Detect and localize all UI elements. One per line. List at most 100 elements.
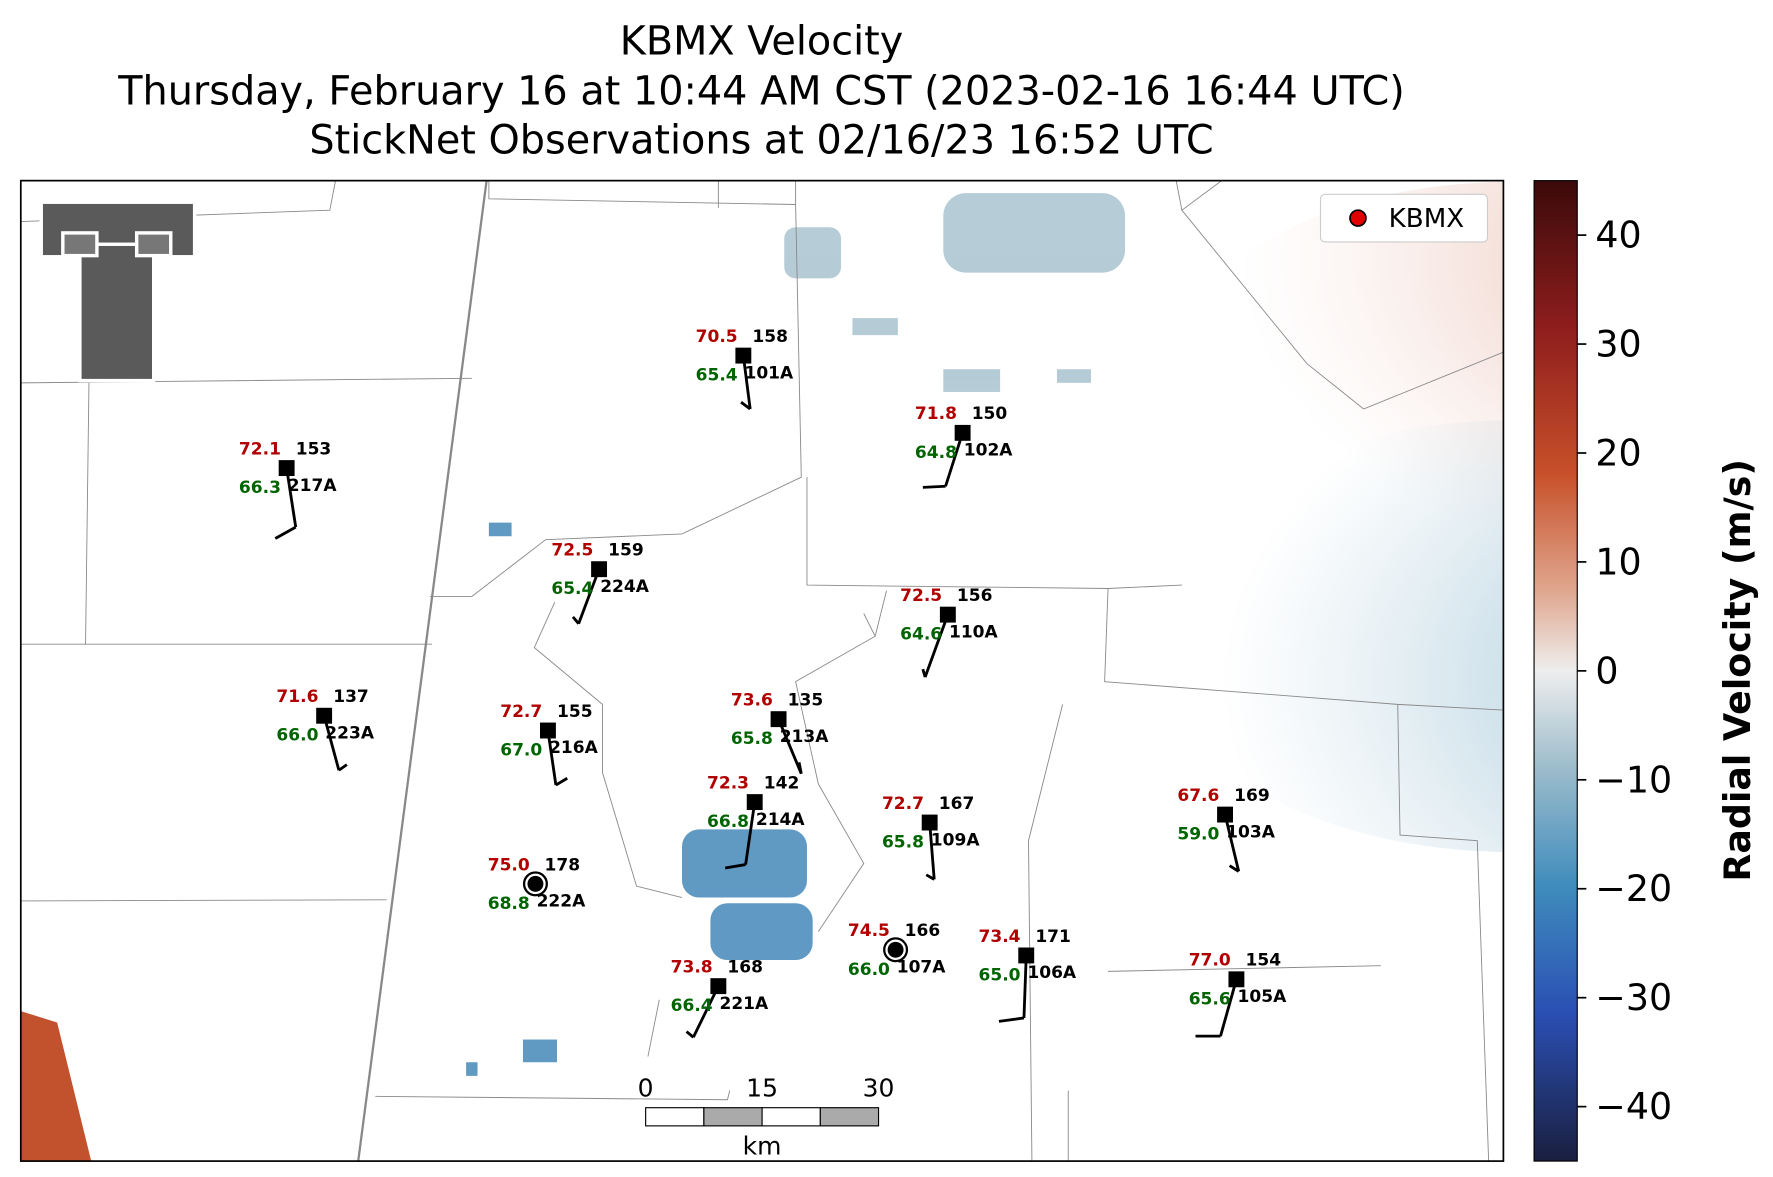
dewpoint: 65.4	[551, 579, 593, 599]
temperature: 75.0	[488, 855, 530, 875]
wind-barb	[777, 718, 803, 775]
wind-barb-flag	[797, 762, 803, 774]
station-id: 109A	[931, 830, 981, 850]
stations: 70.5 158 65.4 101A 71.8 150 64.8 102A 72.1 153 66.…	[239, 327, 1288, 1039]
station-id: 105A	[1238, 987, 1288, 1007]
pressure: 155	[557, 702, 593, 722]
station-marker	[527, 875, 544, 892]
wind-barb-flag	[555, 777, 568, 787]
pressure: 153	[296, 439, 332, 459]
temperature: 72.5	[551, 541, 593, 561]
temperature: 77.0	[1189, 951, 1231, 971]
pressure: 171	[1035, 927, 1071, 947]
colorbar-tick-label: −40	[1595, 1085, 1672, 1128]
wind-barb	[546, 730, 558, 786]
wind-barb-flag	[685, 1030, 695, 1039]
wind-barb	[928, 822, 936, 880]
station-marker	[887, 941, 904, 958]
station-marker	[1217, 806, 1234, 823]
pressure: 154	[1246, 951, 1282, 971]
temperature: 71.6	[276, 687, 318, 707]
dewpoint: 65.8	[882, 833, 924, 853]
wind-barb-flag	[925, 873, 935, 881]
station-marker	[278, 460, 295, 477]
colorbar	[1533, 180, 1578, 1162]
temperature: 72.5	[900, 586, 942, 606]
dewpoint: 59.0	[1177, 825, 1219, 845]
wind-barb-flag	[998, 1016, 1025, 1023]
title-line: KBMX Velocity	[620, 19, 903, 65]
wind-barb	[322, 715, 341, 771]
pressure: 142	[764, 773, 800, 793]
dewpoint: 66.8	[707, 812, 749, 832]
wind-barb	[1219, 978, 1238, 1037]
wind-barb-flag	[274, 525, 297, 540]
pressure: 166	[905, 921, 941, 941]
station-marker	[939, 606, 956, 623]
colorbar-tick-label: −10	[1595, 758, 1672, 801]
colorbar-tick-label: 40	[1595, 214, 1641, 257]
map-frame	[19, 179, 1505, 1162]
dewpoint: 65.8	[731, 729, 773, 749]
map-area	[20, 180, 1504, 1162]
dewpoint: 66.0	[276, 726, 318, 746]
wind-barb-flag	[1228, 864, 1240, 873]
wind-barb-flag	[740, 401, 752, 411]
dewpoint: 65.0	[979, 965, 1021, 985]
station-calm	[522, 871, 548, 897]
temperature: 72.1	[239, 439, 281, 459]
scale-bar: 0 15 30 km	[638, 1073, 895, 1160]
station-id: 214A	[756, 810, 806, 830]
colorbar-tick-label: −20	[1595, 867, 1672, 910]
colorbar-tick-label: 10	[1595, 540, 1641, 583]
station-id: 107A	[897, 958, 947, 978]
wind-barb	[1223, 814, 1241, 872]
station-id: 106A	[1027, 963, 1077, 983]
pressure: 168	[727, 958, 763, 978]
colorbar-tick-label: −30	[1595, 976, 1672, 1019]
station-marker	[316, 707, 333, 724]
temperature: 71.8	[915, 404, 957, 424]
pressure: 150	[972, 404, 1008, 424]
wind-barb-flag	[571, 615, 580, 625]
colorbar-label: Radial Velocity (m/s)	[1716, 459, 1759, 882]
station-marker	[1228, 971, 1245, 988]
station-id: 102A	[964, 441, 1014, 461]
wind-barb-flag	[724, 863, 746, 870]
pressure: 137	[333, 687, 369, 707]
station-marker	[770, 711, 787, 728]
scale-segment	[819, 1107, 880, 1127]
dewpoint: 68.8	[488, 894, 530, 914]
temperature: 74.5	[848, 921, 890, 941]
legend: KBMX	[1319, 193, 1489, 243]
wind-barb-flag	[338, 763, 348, 772]
temperature: 70.5	[696, 327, 738, 347]
station-marker	[710, 978, 727, 995]
temperature: 73.8	[671, 958, 713, 978]
station-marker	[1018, 947, 1035, 964]
station-id: 217A	[288, 476, 338, 496]
logo	[39, 200, 197, 383]
wind-barb	[1022, 955, 1028, 1018]
station-id: 103A	[1226, 822, 1276, 842]
scale-segment	[761, 1107, 821, 1127]
temperature: 72.7	[882, 794, 924, 814]
temperature: 73.6	[731, 691, 773, 711]
station-marker	[539, 722, 556, 739]
scale-unit: km	[743, 1131, 782, 1160]
station-id: 224A	[600, 577, 650, 597]
station-calm	[883, 937, 909, 963]
wind-barb	[741, 355, 752, 410]
scale-tick-label: 15	[746, 1073, 778, 1102]
subtitle: StickNet Observations at 02/16/23 16:52 …	[309, 117, 1213, 163]
station-marker	[591, 561, 608, 578]
scale-segment	[645, 1107, 705, 1127]
station-marker	[746, 794, 763, 811]
station-id: 110A	[949, 622, 999, 642]
station-id: 101A	[744, 363, 794, 383]
dewpoint: 65.6	[1189, 989, 1231, 1009]
temperature: 73.4	[979, 927, 1021, 947]
wind-barb	[285, 467, 298, 528]
station-id: 221A	[719, 994, 769, 1014]
colorbar-tick-label: 0	[1595, 649, 1618, 692]
